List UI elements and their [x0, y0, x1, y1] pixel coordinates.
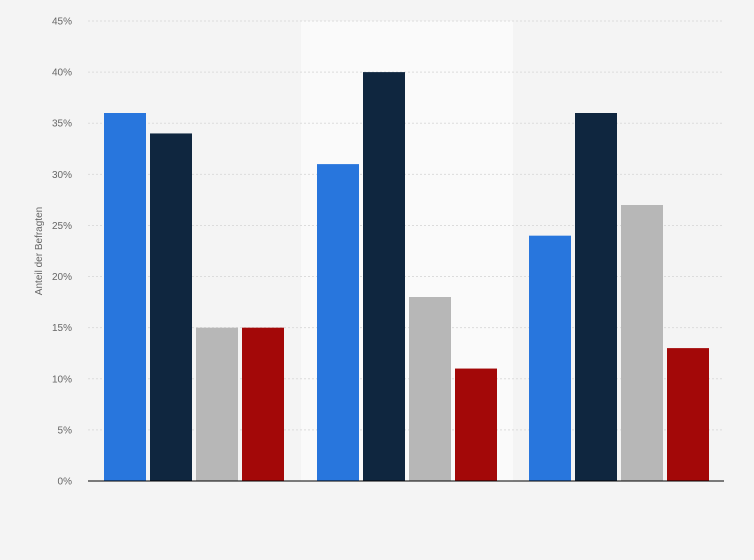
bar: [529, 235, 571, 481]
y-tick-label: 10%: [52, 374, 72, 385]
bar: [317, 164, 359, 481]
bars: [104, 72, 709, 481]
y-tick-label: 5%: [58, 425, 73, 436]
y-tick-label: 25%: [52, 221, 72, 232]
bar: [363, 72, 405, 481]
bar: [621, 205, 663, 481]
bar: [409, 297, 451, 481]
bar: [104, 113, 146, 481]
y-axis-title: Anteil der Befragten: [34, 207, 45, 295]
bar: [150, 133, 192, 481]
y-tick-label: 45%: [52, 17, 72, 28]
y-tick-label: 20%: [52, 272, 72, 283]
y-tick-label: 30%: [52, 170, 72, 181]
y-tick-label: 15%: [52, 323, 72, 334]
y-tick-label: 35%: [52, 119, 72, 130]
bar: [575, 113, 617, 481]
y-tick-label: 40%: [52, 68, 72, 79]
y-axis-ticks: 0% 5% 10% 15% 20% 25% 30% 35% 40% 45%: [52, 17, 72, 488]
bar: [455, 368, 497, 481]
bar: [196, 327, 238, 481]
bar: [667, 348, 709, 481]
grid-lines: [88, 20, 724, 431]
bar: [242, 327, 284, 481]
y-tick-label: 0%: [58, 477, 73, 488]
